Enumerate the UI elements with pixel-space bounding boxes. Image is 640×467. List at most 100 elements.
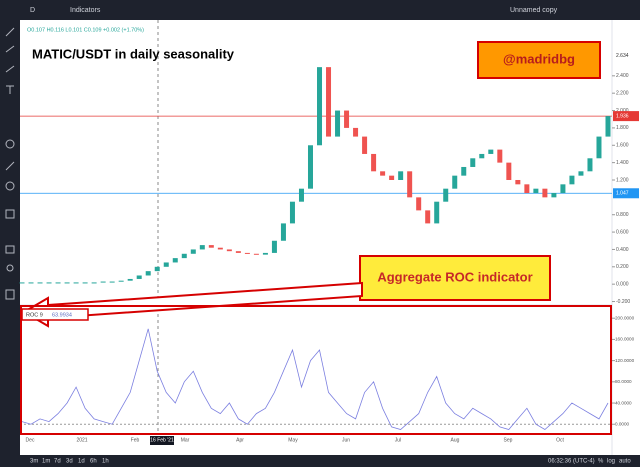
candle xyxy=(37,282,43,284)
candle xyxy=(199,245,205,250)
range-button[interactable]: 3d xyxy=(66,459,73,465)
price-tick-label: 2.400 xyxy=(616,73,629,79)
time-label: Oct xyxy=(556,437,564,443)
candle xyxy=(127,278,133,281)
range-button[interactable]: 1h xyxy=(102,459,109,465)
log-toggle[interactable]: log xyxy=(607,459,615,465)
author: @madridbg xyxy=(503,51,575,66)
candle xyxy=(253,253,259,255)
title: MATIC/USDT in daily seasonality xyxy=(32,46,235,61)
top-toolbar xyxy=(0,0,640,20)
price-tick-label: 0.800 xyxy=(616,212,629,218)
candle xyxy=(416,197,422,211)
callout-box xyxy=(359,255,551,301)
roc-tick-label: 80.0000 xyxy=(615,379,632,384)
candle xyxy=(172,258,178,263)
time-label: Aug xyxy=(451,437,460,443)
candle xyxy=(217,247,223,250)
candle xyxy=(578,171,584,176)
price-tick-label: 2.000 xyxy=(616,108,629,114)
time-label: 2021 xyxy=(76,437,87,443)
price-tag-label: 1.047 xyxy=(616,191,629,197)
candle xyxy=(560,184,566,194)
range-button[interactable]: 7d xyxy=(54,459,61,465)
price-tick-label: 2.200 xyxy=(616,91,629,97)
candle xyxy=(262,252,268,255)
candle xyxy=(470,158,476,167)
roc-tick-label: 120.0000 xyxy=(615,358,635,363)
candle xyxy=(82,282,88,284)
tool-icons[interactable] xyxy=(5,27,15,300)
price-tick-label: 0.400 xyxy=(616,247,629,253)
candle xyxy=(524,184,530,194)
candle xyxy=(73,282,79,284)
range-button[interactable]: 1d xyxy=(78,459,85,465)
candle xyxy=(407,171,413,198)
candle xyxy=(371,153,377,172)
candle xyxy=(91,282,97,284)
range-button[interactable]: 1m xyxy=(42,459,50,465)
candle xyxy=(335,110,341,137)
candle xyxy=(280,223,286,241)
time-label: May xyxy=(288,437,298,443)
interval[interactable]: D xyxy=(30,7,35,14)
candle xyxy=(154,266,160,272)
candle xyxy=(208,245,214,248)
price-tick-label: 1.800 xyxy=(616,125,629,131)
candle xyxy=(64,282,70,284)
candle xyxy=(307,145,313,189)
candle xyxy=(497,149,503,163)
crosshair-date-box xyxy=(150,436,174,445)
roc-tick-label: 160.0000 xyxy=(615,337,635,342)
time-label: Mar xyxy=(181,437,190,443)
time-label: Jul xyxy=(395,437,401,443)
candle xyxy=(362,136,368,154)
auto-toggle[interactable]: auto xyxy=(619,459,631,465)
price-tick-label: 1.200 xyxy=(616,177,629,183)
candle xyxy=(28,282,34,284)
candle xyxy=(353,127,359,137)
indicators-button[interactable]: Indicators xyxy=(70,7,101,14)
candle xyxy=(344,110,350,128)
time-label: Dec xyxy=(26,437,35,443)
price-tick-label: 0.200 xyxy=(616,264,629,270)
candle xyxy=(488,149,494,154)
candle xyxy=(118,280,124,282)
roc-tick-label: 40.0000 xyxy=(615,400,632,405)
layout-name[interactable]: Unnamed copy xyxy=(510,7,558,14)
roc-pane-highlight xyxy=(20,305,612,435)
candle xyxy=(19,282,25,284)
author-box xyxy=(477,41,601,79)
price-tag-label: 1.936 xyxy=(616,113,629,119)
candle xyxy=(380,171,386,176)
candle xyxy=(235,251,241,253)
candle xyxy=(605,116,611,137)
candle xyxy=(569,175,575,185)
roc-tick-label: 200.0000 xyxy=(615,315,635,320)
candle xyxy=(317,67,323,146)
candle xyxy=(506,162,512,180)
candle xyxy=(434,201,440,224)
price-tick-label: 0.600 xyxy=(616,229,629,235)
price-tag-label: 2.634 xyxy=(616,53,629,59)
candle xyxy=(271,240,277,253)
candle xyxy=(46,282,52,284)
candle xyxy=(389,175,395,180)
candle xyxy=(461,166,467,176)
left-toolbar xyxy=(0,20,20,455)
bottom-bar xyxy=(0,455,640,467)
price-tick-label: -0.200 xyxy=(616,299,630,305)
candle xyxy=(452,175,458,189)
time-label: 16 Feb '21 xyxy=(150,437,174,443)
candle xyxy=(145,271,151,276)
candle xyxy=(226,249,232,252)
candle xyxy=(596,136,602,159)
range-button[interactable]: 6h xyxy=(90,459,97,465)
candle xyxy=(326,67,332,137)
range-button[interactable]: 3m xyxy=(30,459,38,465)
roc-last: 63.9934 xyxy=(52,312,72,318)
candle xyxy=(289,201,295,224)
percent-toggle[interactable]: % xyxy=(598,459,604,465)
candle xyxy=(425,210,431,224)
